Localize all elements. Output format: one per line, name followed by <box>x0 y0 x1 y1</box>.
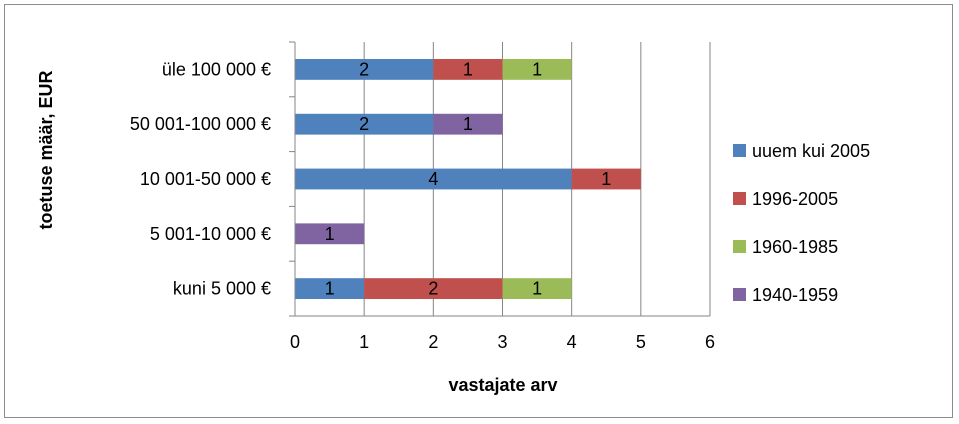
bars: 1 2 1 1 4 1 2 1 2 1 1 <box>295 58 641 300</box>
bar-segment <box>571 168 641 190</box>
data-label: 1 <box>532 279 542 299</box>
y-tick-label: kuni 5 000 € <box>173 279 271 299</box>
bar-segment <box>295 278 365 300</box>
y-tick-label: 5 001-10 000 € <box>150 224 271 244</box>
data-label: 2 <box>359 59 369 79</box>
bar-segment <box>295 113 434 135</box>
legend-swatch <box>733 192 746 205</box>
axes <box>289 41 710 317</box>
y-tick-label: 50 001-100 000 € <box>130 114 271 134</box>
legend-swatch <box>733 240 746 253</box>
legend: uuem kui 2005 1996-2005 1960-1985 1940-1959 <box>733 141 870 305</box>
data-label: 1 <box>325 279 335 299</box>
legend-label: 1940-1959 <box>752 285 838 305</box>
x-tick-label: 3 <box>497 332 507 352</box>
x-tick-label: 1 <box>359 332 369 352</box>
x-tick-label: 4 <box>567 332 577 352</box>
data-label: 2 <box>428 279 438 299</box>
bar-segment <box>433 58 503 80</box>
x-tick-label: 2 <box>428 332 438 352</box>
legend-swatch <box>733 288 746 301</box>
legend-label: 1996-2005 <box>752 189 838 209</box>
data-label: 1 <box>601 169 611 189</box>
y-tick-label: üle 100 000 € <box>162 59 271 79</box>
bar-segment <box>295 223 365 245</box>
y-axis-title: toetuse määr, EUR <box>36 70 56 229</box>
data-label: 4 <box>428 169 438 189</box>
data-label: 1 <box>463 59 473 79</box>
x-axis-title: vastajate arv <box>448 375 557 395</box>
bar-segment <box>433 113 503 135</box>
data-label: 1 <box>532 59 542 79</box>
x-tick-label: 5 <box>636 332 646 352</box>
bar-segment <box>502 278 572 300</box>
y-tick-label: 10 001-50 000 € <box>140 169 271 189</box>
legend-label: uuem kui 2005 <box>752 141 870 161</box>
x-tick-label: 0 <box>290 332 300 352</box>
data-label: 2 <box>359 114 369 134</box>
legend-swatch <box>733 144 746 157</box>
x-tick-label: 6 <box>705 332 715 352</box>
data-label: 1 <box>325 224 335 244</box>
bar-segment <box>364 278 503 300</box>
legend-label: 1960-1985 <box>752 237 838 257</box>
data-label: 1 <box>463 114 473 134</box>
x-tick-labels: 0 1 2 3 4 5 6 <box>290 332 715 352</box>
bar-segment <box>295 58 434 80</box>
bar-segment <box>295 168 572 190</box>
y-tick-labels: kuni 5 000 € 5 001-10 000 € 10 001-50 000 … <box>130 59 271 298</box>
bar-segment <box>502 58 572 80</box>
